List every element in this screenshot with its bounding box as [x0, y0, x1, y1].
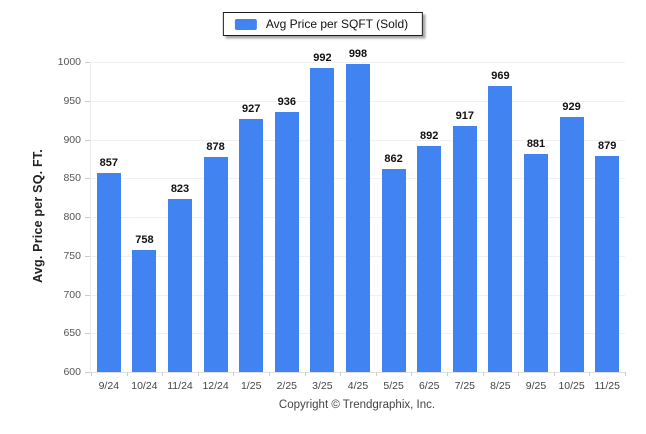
- x-axis-tick: [447, 372, 448, 376]
- x-tick-label: 10/24: [131, 380, 158, 392]
- y-tick-label: 800: [63, 211, 81, 223]
- x-axis-tick: [411, 372, 413, 376]
- value-label: 927: [242, 102, 261, 115]
- bar: [168, 199, 192, 372]
- bar: [559, 117, 584, 372]
- bar: [524, 154, 548, 372]
- y-axis-tick: [85, 178, 90, 180]
- x-axis-tick: [126, 372, 128, 376]
- bar: [96, 172, 121, 372]
- bar: [203, 156, 228, 372]
- value-label: 758: [135, 233, 154, 246]
- y-axis-tick: [85, 139, 90, 141]
- y-tick-label: 700: [63, 288, 81, 301]
- x-tick-label: 6/25: [418, 380, 440, 392]
- x-axis-tick: [375, 372, 377, 376]
- bar: [274, 111, 299, 372]
- bar: [381, 168, 406, 372]
- y-axis-tick: [85, 100, 90, 102]
- x-axis-tick: [482, 372, 484, 376]
- bar: [310, 68, 335, 372]
- bar: [346, 63, 370, 372]
- value-label: 879: [598, 139, 617, 152]
- x-axis-tick: [197, 372, 199, 376]
- y-tick-label: 650: [63, 327, 81, 340]
- x-tick-label: 11/24: [167, 380, 193, 392]
- bar: [132, 249, 157, 372]
- y-axis-tick: [85, 294, 90, 296]
- x-tick-label: 11/25: [594, 380, 620, 392]
- x-tick-label: 5/25: [383, 380, 404, 392]
- value-label: 892: [420, 129, 439, 142]
- plot-area: 600 650 700 750 800 850 900 950 1000 857 9/24 758 10…: [58, 48, 626, 392]
- value-label: 936: [277, 95, 296, 108]
- x-axis-tick: [269, 372, 270, 376]
- y-axis-tick: [85, 217, 90, 218]
- legend-label: Avg Price per SQFT (Sold): [265, 17, 409, 31]
- gridline: [91, 62, 625, 63]
- x-axis-tick: [340, 372, 342, 376]
- y-tick-label: 850: [63, 172, 81, 185]
- copyright-text: Copyright © Trendgraphix, Inc.: [278, 399, 436, 411]
- bar: [239, 118, 264, 372]
- x-axis-tick: [518, 372, 520, 376]
- x-axis-tick: [304, 372, 306, 376]
- bar: [595, 155, 620, 372]
- value-label: 998: [348, 47, 368, 60]
- value-label: 857: [99, 156, 118, 169]
- legend: Avg Price per SQFT (Sold): [222, 12, 424, 36]
- legend-swatch: [234, 18, 257, 30]
- y-tick-label: 600: [63, 366, 81, 378]
- x-axis-tick: [589, 372, 591, 376]
- x-axis-tick: [91, 372, 92, 376]
- x-tick-label: 4/25: [347, 380, 369, 392]
- x-tick-label: 3/25: [312, 380, 333, 392]
- value-label: 969: [491, 70, 510, 83]
- y-axis-tick: [85, 333, 90, 335]
- value-label: 881: [526, 138, 546, 151]
- bar: [488, 86, 513, 372]
- x-tick-label: 9/25: [525, 380, 547, 392]
- y-axis-tick: [85, 372, 90, 373]
- value-label: 992: [313, 52, 332, 65]
- value-label: 878: [206, 140, 225, 153]
- value-label: 862: [384, 152, 403, 165]
- value-label: 917: [455, 110, 474, 123]
- x-tick-label: 1/25: [240, 380, 262, 392]
- bar: [452, 126, 477, 372]
- x-axis-tick: [553, 372, 555, 376]
- x-tick-label: 9/24: [98, 380, 120, 392]
- value-label: 823: [170, 183, 190, 196]
- y-axis-tick: [85, 255, 90, 257]
- x-tick-label: 10/25: [558, 380, 585, 392]
- y-tick-label: 950: [63, 94, 81, 107]
- y-axis-tick: [85, 62, 90, 63]
- bar: [417, 145, 442, 372]
- y-tick-label: 750: [63, 249, 81, 262]
- x-tick-label: 8/25: [490, 380, 511, 392]
- x-tick-label: 12/24: [202, 380, 229, 392]
- x-tick-label: 2/25: [276, 380, 298, 392]
- x-axis-tick: [625, 372, 626, 376]
- x-tick-label: 7/25: [454, 380, 476, 392]
- x-axis-tick: [233, 372, 235, 376]
- x-axis-tick: [162, 372, 164, 376]
- y-tick-label: 1000: [57, 56, 81, 68]
- value-label: 929: [562, 101, 581, 114]
- y-tick-label: 900: [63, 133, 81, 146]
